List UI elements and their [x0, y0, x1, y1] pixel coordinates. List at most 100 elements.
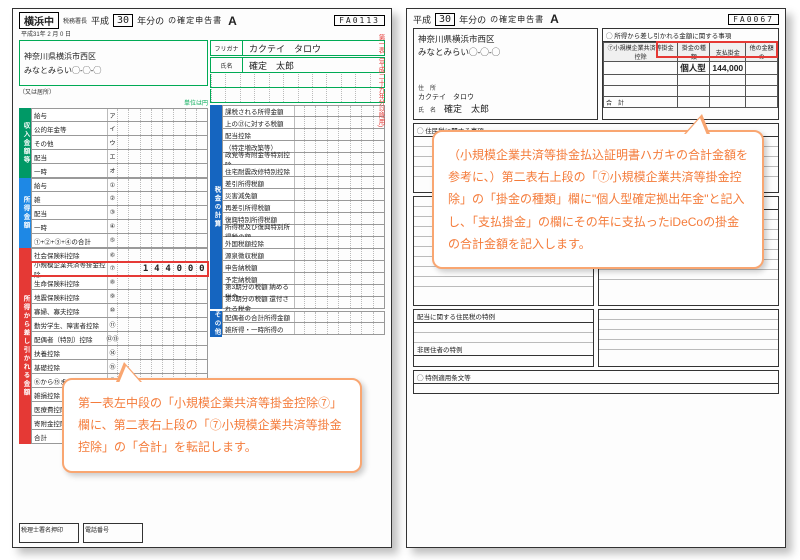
addr-panel: 神奈川県横浜市西区 みなとみらい◯-◯-◯ 住 所 カクテイ タロウ 氏 名 確… — [413, 28, 598, 120]
row-cells — [117, 276, 207, 289]
other-section: その他 配偶者の合計所得金額雑所得・一時所得の — [210, 311, 385, 337]
row-number: ウ — [107, 136, 117, 149]
row-cells — [117, 220, 207, 233]
row-number: ⑪ — [107, 318, 117, 331]
calc-label: 所得税及び復興特別所得税の額 — [223, 225, 294, 236]
tax-accountant-box: 税理士署名押印 — [19, 523, 79, 543]
address-line-2: みなとみらい◯-◯-◯ — [24, 65, 203, 76]
row-number: ⑭ — [107, 346, 117, 359]
calc-row: 源泉徴収税額 — [222, 249, 385, 261]
rail-other: その他 — [211, 311, 221, 337]
rail-label: 収入金額等 — [20, 122, 30, 165]
special-article-block: ◯ 特例適用条文等 — [413, 370, 779, 394]
row-cells: 144000 — [117, 262, 207, 275]
calc-label: 課税される所得金額 — [223, 106, 294, 116]
form-row: 扶養控除⑭ — [31, 346, 208, 360]
addr2-line1: 神奈川県横浜市西区 — [418, 33, 593, 46]
form-row: 地震保険料控除⑨ — [31, 290, 208, 304]
row-number: オ — [107, 164, 117, 177]
side-annotation: 第一表（平成二十九年分以降用) — [375, 34, 387, 544]
calc-row: 所得税及び復興特別所得税の額 — [222, 225, 385, 237]
form-row: 給与① — [31, 178, 208, 192]
row-label: 勤労学生、障害者控除 — [32, 318, 107, 331]
row-cells — [117, 164, 207, 177]
row-cells — [117, 290, 207, 303]
ded-amount: 144,000 — [710, 62, 746, 75]
calc-row: 上の㉑に対する税額 — [222, 117, 385, 129]
row-label: ①+②+③+④の合計 — [32, 234, 107, 247]
submission-date: 平成31年 2 月 0 日 — [13, 29, 391, 38]
name-row: 氏名 確定 太郎 — [210, 57, 385, 73]
row-cells — [117, 234, 207, 247]
calc-row: 外国税額控除 — [222, 237, 385, 249]
year-suffix-r: 年分の — [459, 13, 486, 26]
row-cells — [117, 346, 207, 359]
calc-label: 配当控除 — [223, 129, 294, 140]
era-r: 平成 — [413, 13, 431, 26]
form-title: の確定申告書 — [168, 15, 222, 26]
form-row: 一時オ — [31, 164, 208, 178]
row-number: ⑤ — [107, 234, 117, 247]
calc-label: 政党等寄附金等特別控除 — [223, 153, 294, 164]
row-cells — [117, 304, 207, 317]
row-number: ⑨ — [107, 290, 117, 303]
form-row: 配当エ — [31, 150, 208, 164]
calc-label: 差引所得税額 — [223, 177, 294, 188]
calc-label: 住宅耐震改修特別控除 — [223, 165, 294, 176]
rail-label: 所得から差し引かれる金額 — [20, 295, 30, 397]
phone-box: 電話番号 — [83, 523, 143, 543]
row-cells — [117, 206, 207, 219]
row-number: ① — [107, 179, 117, 191]
calc-label: 上の㉑に対する税額 — [223, 117, 294, 128]
row-cells — [117, 122, 207, 135]
row-label: 雑 — [32, 192, 107, 205]
ded-type: 個人型 — [678, 62, 710, 75]
year-box-r: 30 — [435, 13, 455, 26]
name-value: 確定 太郎 — [243, 58, 384, 72]
row-cells — [117, 192, 207, 205]
form-row: 配当③ — [31, 206, 208, 220]
row-label: 配当 — [32, 150, 107, 163]
row-number: ア — [107, 109, 117, 121]
era: 平成 — [91, 14, 109, 27]
calc-row: 配偶者の合計所得金額 — [222, 311, 385, 323]
calc-row: 災害減免額 — [222, 189, 385, 201]
row-cells — [117, 109, 207, 121]
callout-left-text: 第一表左中段の「小規模企業共済等掛金控除⑦」欄に、第二表右上段の「⑦小規模企業共… — [78, 396, 342, 454]
highlight-frame-right — [656, 41, 778, 58]
row-cells — [117, 150, 207, 163]
row-number: ⑦ — [107, 262, 117, 275]
bottom3: ◯ 特例適用条文等 — [414, 371, 778, 384]
row-number: ⑫⑬ — [107, 332, 117, 345]
form-title-r: の確定申告書 — [490, 14, 544, 25]
calc-label: 再差引所得税額 — [223, 201, 294, 212]
bottom-block-2 — [598, 309, 779, 367]
year-box: 30 — [113, 14, 133, 27]
name-label-r: 氏 名 — [418, 108, 436, 114]
row-label: 公的年金等 — [32, 122, 107, 135]
row-cells — [117, 249, 207, 261]
calc-label: 外国税額控除 — [223, 237, 294, 248]
row-number: ③ — [107, 206, 117, 219]
bottom-boxes: 税理士署名押印 電話番号 — [19, 523, 143, 543]
form-row: 雑② — [31, 192, 208, 206]
number-strip-1 — [210, 74, 385, 88]
callout-right-text: （小規模企業共済等掛金払込証明書ハガキの合計金額を参考に、）第二表右上段の「⑦小… — [448, 148, 748, 251]
callout-right: （小規模企業共済等掛金払込証明書ハガキの合計金額を参考に、）第二表右上段の「⑦小… — [432, 130, 764, 269]
kana-row: フリガナ カクテイ タロウ — [210, 40, 385, 56]
form-row: 配偶者（特別）控除⑫⑬ — [31, 332, 208, 346]
address-box: 神奈川県横浜市西区 みなとみらい◯-◯-◯ — [19, 40, 208, 86]
row-number: ⑥ — [107, 249, 117, 261]
form-row: 小規模企業共済等掛金控除⑦144000 — [31, 262, 208, 276]
rail-tax: 税金の計算 — [211, 186, 221, 229]
form-row: 給与ア — [31, 108, 208, 122]
bottom2: 非居住者の特例 — [414, 343, 593, 356]
rail-label: 所得金額 — [20, 196, 30, 230]
row-label: 給与 — [32, 179, 107, 191]
tax-calc-section: 税金の計算 課税される所得金額上の㉑に対する税額配当控除（特定増改築等）政党等寄… — [210, 105, 385, 309]
form-row: 一時④ — [31, 220, 208, 234]
bottom1: 配当に関する住民税の特例 — [414, 310, 593, 323]
row-label: 基礎控除 — [32, 360, 107, 373]
number-strip-2 — [210, 89, 385, 103]
calc-row: 課税される所得金額 — [222, 105, 385, 117]
